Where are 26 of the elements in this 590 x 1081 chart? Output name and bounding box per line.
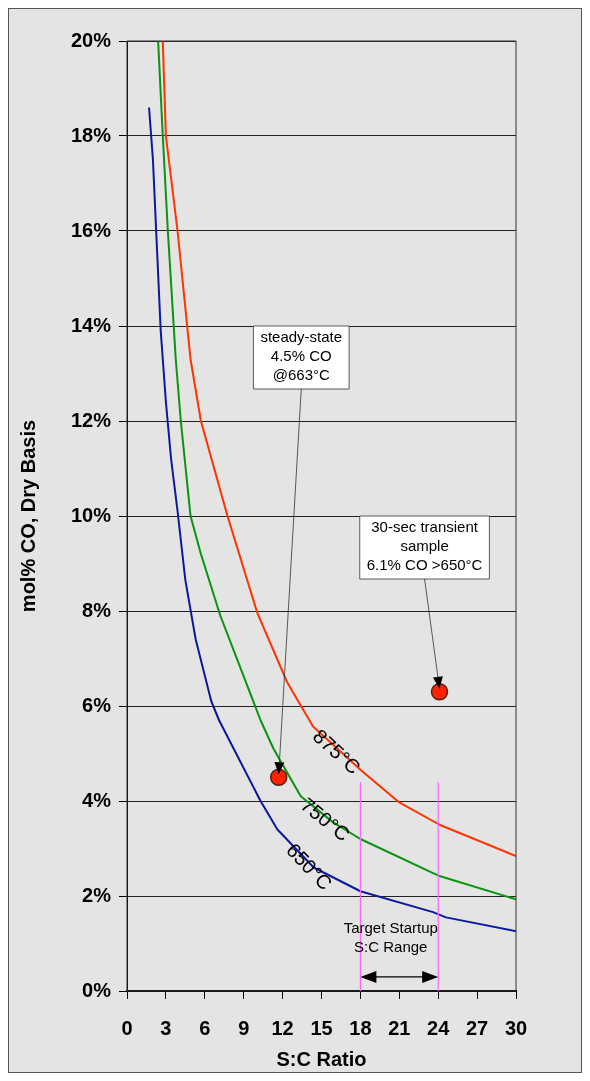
x-tick-label: 0	[121, 1016, 133, 1039]
y-tick-label: 16%	[70, 218, 112, 241]
x-tick-label: 24	[427, 1016, 451, 1039]
y-tick-label: 2%	[82, 883, 112, 906]
x-tick-label: 12	[271, 1016, 294, 1039]
x-tick-label: 27	[465, 1016, 489, 1039]
x-axis-title: S:C Ratio	[276, 1047, 367, 1070]
annotation: steady-state 4.5% CO @663°C	[260, 327, 343, 383]
y-axis-title: mol% CO, Dry Basis	[16, 419, 39, 613]
x-tick-label: 18	[349, 1016, 372, 1039]
x-tick-label: 30	[504, 1016, 528, 1039]
x-tick-label: 6	[199, 1016, 211, 1039]
y-tick-label: 6%	[82, 693, 112, 716]
y-tick-label: 4%	[82, 788, 112, 811]
x-tick-label: 9	[238, 1016, 250, 1039]
x-tick-label: 15	[310, 1016, 333, 1039]
y-tick-label: 0%	[82, 978, 112, 1001]
x-tick-label: 3	[160, 1016, 172, 1039]
y-tick-label: 10%	[70, 503, 112, 526]
y-tick-label: 14%	[70, 313, 112, 336]
annotation: 30-sec transient sample 6.1% CO >650°C	[366, 517, 483, 573]
y-tick-label: 18%	[70, 123, 112, 146]
y-tick-label: 20%	[70, 28, 112, 51]
y-tick-label: 12%	[70, 408, 112, 431]
y-tick-label: 8%	[82, 598, 112, 621]
x-tick-label: 21	[388, 1016, 411, 1039]
